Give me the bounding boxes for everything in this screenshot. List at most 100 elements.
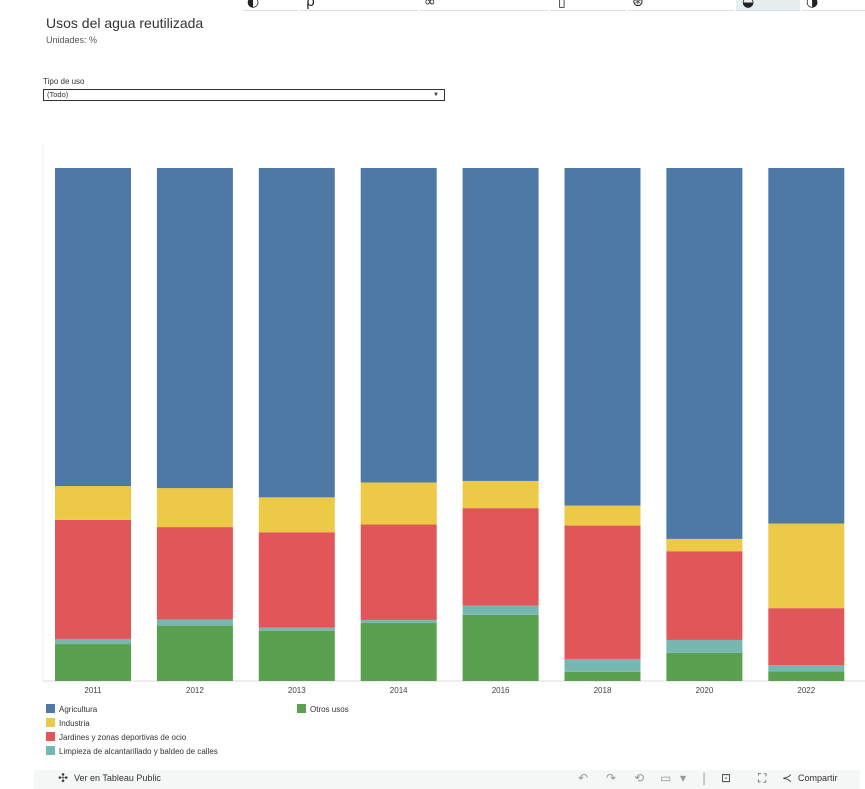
revert-icon[interactable]: ⟲	[634, 771, 645, 785]
x-tick-label: 2011	[84, 686, 102, 695]
bar-segment[interactable]	[564, 671, 641, 681]
bar-segment[interactable]	[666, 168, 743, 539]
top-tab[interactable]: ◑	[802, 0, 865, 11]
x-tick-labels: 2011 2012 2013 2014 2016 2018 2020 2022	[84, 686, 815, 695]
bar-segment[interactable]	[55, 486, 131, 520]
legend-item-limpieza[interactable]: Limpieza de alcantarillado y baldeo de c…	[46, 746, 218, 756]
x-tick-label: 2013	[288, 686, 306, 695]
bar-segment[interactable]	[666, 639, 743, 653]
bar-segment[interactable]	[564, 525, 641, 659]
legend-item-industria[interactable]: Industria	[46, 718, 90, 728]
bar-segment[interactable]	[564, 658, 641, 672]
legend-swatch	[46, 732, 55, 741]
bar-segment[interactable]	[156, 488, 233, 528]
tableau-logo-icon: ✣	[58, 771, 69, 785]
bar-segment[interactable]	[462, 480, 539, 509]
bar-segment[interactable]	[258, 168, 335, 498]
bar-segment[interactable]	[462, 168, 539, 481]
x-tick-label: 2020	[696, 686, 714, 695]
legend-item-otros-usos[interactable]: Otros usos	[297, 704, 349, 714]
legend-label: Limpieza de alcantarillado y baldeo de c…	[59, 747, 218, 756]
legend-item-jardines[interactable]: Jardines y zonas deportivas de ocio	[46, 732, 186, 742]
top-tab[interactable]: ▯	[550, 0, 626, 11]
top-icon: ⊛	[632, 0, 644, 10]
bar-segment[interactable]	[360, 482, 437, 525]
bar-segment[interactable]	[55, 519, 131, 639]
separator-icon: |	[702, 771, 707, 785]
bar-segment[interactable]	[768, 168, 845, 524]
stacked-bar-chart: 2011 2012 2013 2014 2016 2018 2020 2022	[42, 143, 865, 695]
bar-segment[interactable]	[462, 605, 539, 615]
page-subtitle: Unidades: %	[46, 35, 98, 45]
bar-segment[interactable]	[462, 508, 539, 606]
bar-segment[interactable]	[768, 608, 845, 666]
x-tick-label: 2012	[186, 686, 204, 695]
view-on-tableau-link[interactable]: Ver en Tableau Public	[74, 773, 161, 783]
x-tick-label: 2018	[594, 686, 612, 695]
legend-swatch	[46, 718, 55, 727]
bar-segment[interactable]	[768, 665, 845, 672]
top-tab[interactable]: ◐	[243, 0, 298, 11]
dropdown-arrow-icon: ▼	[433, 92, 439, 98]
x-tick-label: 2016	[492, 686, 510, 695]
bar-segment[interactable]	[258, 627, 335, 631]
bar-segment[interactable]	[55, 644, 131, 681]
bar-segment[interactable]	[258, 630, 335, 681]
fullscreen-icon[interactable]: ⛶	[758, 771, 767, 785]
pause-icon[interactable]: ▭	[660, 771, 672, 785]
top-toolbar-strip: ◐ ρ ∞ ▯ ⊛ ◒ ◑	[0, 0, 865, 11]
legend-swatch	[46, 746, 55, 755]
bar-segment[interactable]	[564, 505, 641, 526]
bar-segment[interactable]	[156, 619, 233, 626]
x-tick-label: 2022	[797, 686, 815, 695]
filter-label: Tipo de uso	[43, 77, 85, 86]
redo-icon[interactable]: ↷	[606, 771, 617, 785]
legend-label: Otros usos	[310, 705, 349, 714]
bar-segment[interactable]	[156, 527, 233, 620]
top-tab[interactable]: ∞	[420, 0, 548, 11]
bar-segment[interactable]	[258, 532, 335, 628]
bar-segment[interactable]	[258, 497, 335, 533]
bottom-toolbar: ✣ Ver en Tableau Public ↶ ↷ ⟲ ▭ ▼ | ⊡ ⛶ …	[34, 770, 860, 789]
bar-segment[interactable]	[564, 168, 641, 506]
page-title: Usos del agua reutilizada	[46, 15, 204, 31]
legend-label: Agricultura	[59, 705, 98, 714]
legend-item-agricultura[interactable]: Agricultura	[46, 704, 97, 714]
legend-label: Jardines y zonas deportivas de ocio	[59, 733, 187, 742]
pause-dropdown-icon[interactable]: ▼	[680, 774, 687, 783]
top-tab[interactable]: ⊛	[628, 0, 734, 11]
bar-segment[interactable]	[55, 638, 131, 645]
top-icon: ∞	[424, 0, 436, 10]
top-tab-active[interactable]: ◒	[736, 0, 800, 11]
bar-segment[interactable]	[768, 523, 845, 609]
filter-value: (Todo)	[47, 90, 69, 99]
bars-group	[55, 168, 845, 681]
undo-icon[interactable]: ↶	[578, 771, 589, 785]
device-layout-icon[interactable]: ⊡	[721, 771, 732, 785]
bar-segment[interactable]	[156, 168, 233, 489]
filter-dropdown[interactable]: (Todo) ▼	[43, 89, 445, 101]
bar-segment[interactable]	[462, 614, 539, 681]
bar-segment[interactable]	[360, 168, 437, 483]
bar-segment[interactable]	[360, 524, 437, 620]
bar-segment[interactable]	[360, 623, 437, 681]
share-button[interactable]: Compartir	[798, 773, 838, 783]
top-icon: ◒	[742, 0, 755, 10]
legend-swatch	[46, 704, 55, 713]
x-tick-label: 2014	[390, 686, 408, 695]
bar-segment[interactable]	[666, 538, 743, 552]
top-icon: ◐	[247, 0, 260, 10]
bar-segment[interactable]	[55, 168, 131, 487]
top-tab[interactable]: ρ	[300, 0, 418, 11]
legend-label: Industria	[59, 719, 90, 728]
bar-segment[interactable]	[768, 671, 845, 681]
share-icon[interactable]: ≺	[782, 771, 793, 785]
top-icon: ◑	[806, 0, 819, 10]
bar-segment[interactable]	[360, 619, 437, 624]
legend-swatch	[297, 704, 306, 713]
bar-segment[interactable]	[666, 652, 743, 681]
top-icon: ρ	[306, 0, 315, 10]
bar-segment[interactable]	[156, 625, 233, 681]
bar-segment[interactable]	[666, 551, 743, 640]
top-icon: ▯	[558, 0, 566, 10]
